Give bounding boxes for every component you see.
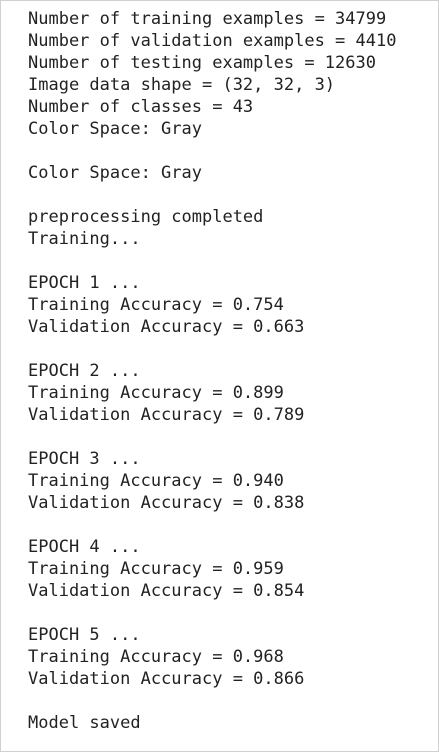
output-line: Validation Accuracy = 0.838: [28, 493, 305, 513]
output-line: Color Space: Gray: [28, 163, 202, 183]
output-line: Number of testing examples = 12630: [28, 53, 376, 73]
output-block: EPOCH 3 ... Training Accuracy = 0.940 Vali…: [28, 448, 438, 514]
output-line: Model saved: [28, 713, 141, 733]
output-line: EPOCH 1 ...: [28, 273, 141, 293]
output-line: Training Accuracy = 0.754: [28, 295, 284, 315]
output-block: EPOCH 5 ... Training Accuracy = 0.968 Vali…: [28, 624, 438, 690]
output-block: Number of training examples = 34799 Numbe…: [28, 8, 438, 140]
output-line: Validation Accuracy = 0.789: [28, 405, 305, 425]
output-line: Number of classes = 43: [28, 97, 254, 117]
output-line: Number of training examples = 34799: [28, 9, 387, 29]
output-line: Training Accuracy = 0.940: [28, 471, 284, 491]
output-block: Color Space: Gray: [28, 162, 438, 184]
output-line: Training Accuracy = 0.968: [28, 647, 284, 667]
output-block: EPOCH 2 ... Training Accuracy = 0.899 Vali…: [28, 360, 438, 426]
output-line: EPOCH 4 ...: [28, 537, 141, 557]
output-line: Training Accuracy = 0.959: [28, 559, 284, 579]
output-line: Image data shape = (32, 32, 3): [28, 75, 336, 95]
output-line: preprocessing completed: [28, 207, 264, 227]
output-block: EPOCH 1 ... Training Accuracy = 0.754 Vali…: [28, 272, 438, 338]
output-line: Validation Accuracy = 0.854: [28, 581, 305, 601]
output-block: EPOCH 4 ... Training Accuracy = 0.959 Vali…: [28, 536, 438, 602]
output-line: EPOCH 3 ...: [28, 449, 141, 469]
output-line: Training...: [28, 229, 141, 249]
output-block: Model saved: [28, 712, 438, 734]
output-line: EPOCH 5 ...: [28, 625, 141, 645]
output-line: Number of validation examples = 4410: [28, 31, 397, 51]
output-line: Validation Accuracy = 0.663: [28, 317, 305, 337]
output-line: Training Accuracy = 0.899: [28, 383, 284, 403]
output-block: preprocessing completed Training...: [28, 206, 438, 250]
output-line: EPOCH 2 ...: [28, 361, 141, 381]
output-line: Validation Accuracy = 0.866: [28, 669, 305, 689]
output-line: Color Space: Gray: [28, 119, 202, 139]
